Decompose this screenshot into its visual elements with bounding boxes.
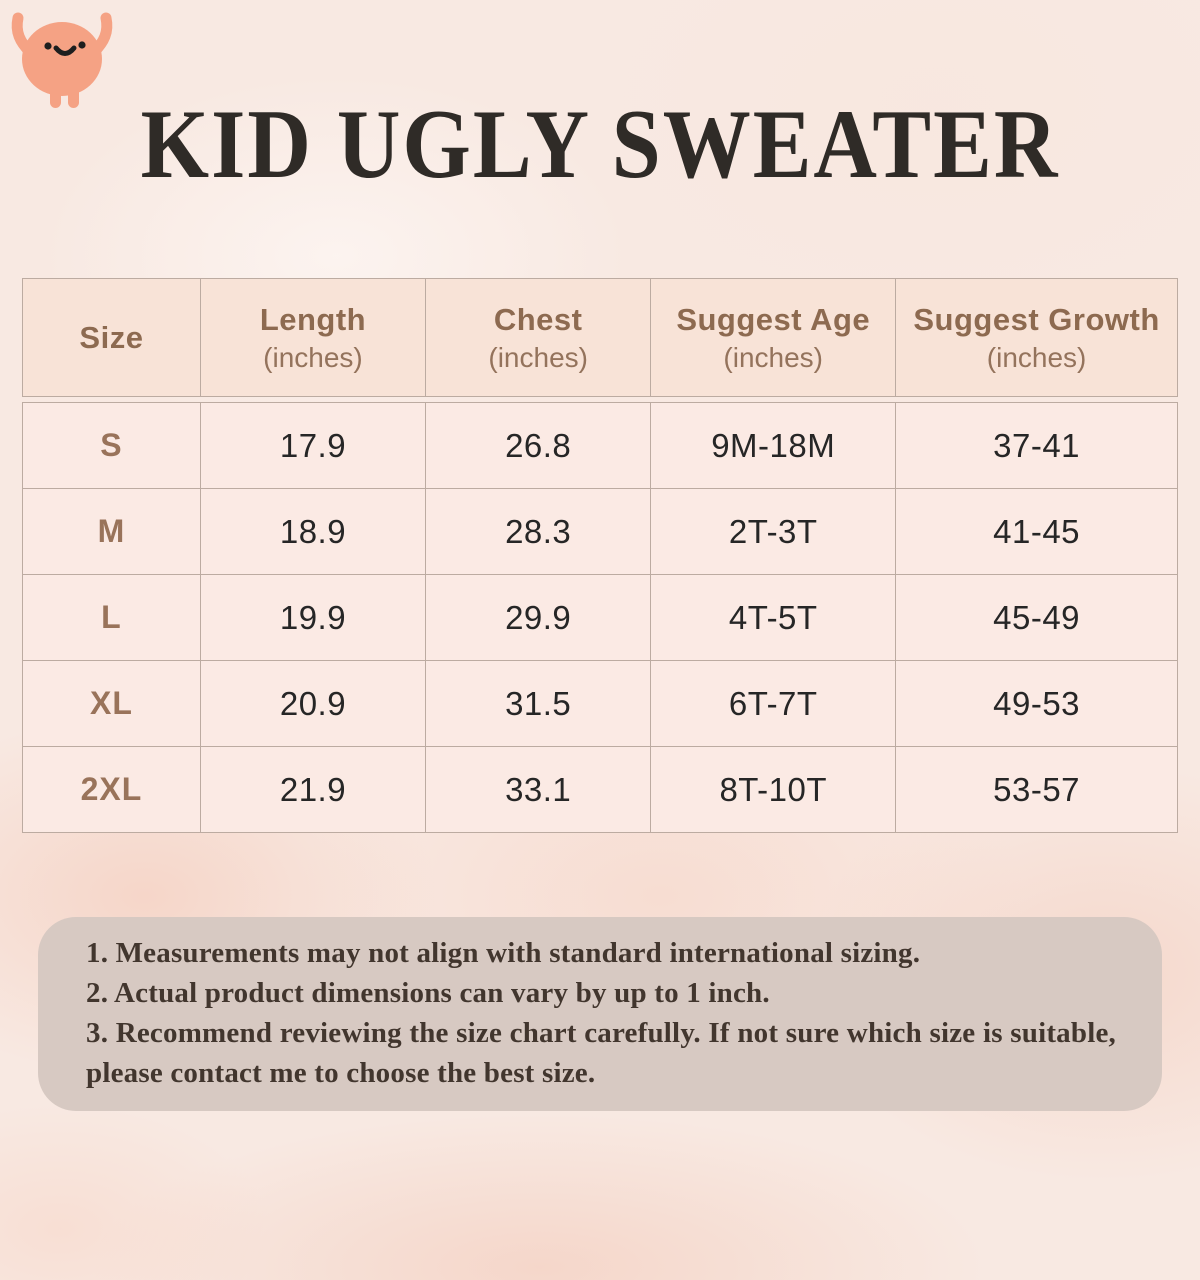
length-value: 20.9 xyxy=(279,684,347,722)
age-value: 4T-5T xyxy=(728,598,818,636)
note-2: 2. Actual product dimensions can vary by… xyxy=(86,977,770,1010)
column-header-length: Length (inches) xyxy=(199,278,427,397)
column-unit: (inches) xyxy=(723,341,824,373)
age-value: 8T-10T xyxy=(719,770,827,808)
chest-value: 29.9 xyxy=(505,598,572,636)
column-label: Suggest Age xyxy=(676,301,871,337)
table-row-xl: XL 20.9 31.5 6T-7T 49-53 xyxy=(22,660,1178,747)
age-value: 6T-7T xyxy=(728,684,818,722)
size-table: Size Length (inches) Chest (inches) Sugg… xyxy=(22,278,1178,833)
column-header-chest: Chest (inches) xyxy=(425,278,652,397)
sizing-notes-box: 1. Measurements may not align with stand… xyxy=(38,917,1162,1112)
chest-value: 26.8 xyxy=(505,426,572,464)
page-title: KID UGLY SWEATER xyxy=(140,90,1060,200)
column-unit: (inches) xyxy=(986,341,1087,373)
age-value: 9M-18M xyxy=(711,426,836,464)
column-label: Chest xyxy=(493,301,583,337)
size-value: XL xyxy=(89,685,133,721)
mascot-body xyxy=(22,22,102,96)
column-header-size: Size xyxy=(22,278,201,397)
column-label: Suggest Growth xyxy=(913,301,1160,337)
column-label: Length xyxy=(259,301,367,337)
chest-value: 28.3 xyxy=(505,512,572,550)
mascot-right-eye xyxy=(78,41,86,49)
length-value: 17.9 xyxy=(279,426,347,464)
note-3: 3. Recommend reviewing the size chart ca… xyxy=(86,1017,1116,1090)
column-unit: (inches) xyxy=(263,341,363,373)
column-label: Size xyxy=(79,319,144,355)
blob-mascot-icon xyxy=(11,12,113,108)
column-header-suggest-growth: Suggest Growth (inches) xyxy=(895,278,1178,397)
size-value: L xyxy=(101,599,122,635)
length-value: 19.9 xyxy=(279,598,347,636)
size-value: M xyxy=(97,513,126,549)
table-row-m: M 18.9 28.3 2T-3T 41-45 xyxy=(22,488,1178,575)
age-value: 2T-3T xyxy=(728,512,818,550)
note-1: 1. Measurements may not align with stand… xyxy=(86,937,921,969)
growth-value: 41-45 xyxy=(993,512,1081,550)
column-unit: (inches) xyxy=(488,341,588,373)
growth-value: 37-41 xyxy=(993,426,1081,464)
growth-value: 49-53 xyxy=(993,684,1081,722)
table-row-s: S 17.9 26.8 9M-18M 37-41 xyxy=(22,402,1178,489)
size-table-header: Size Length (inches) Chest (inches) Sugg… xyxy=(22,278,1178,397)
length-value: 21.9 xyxy=(279,770,347,808)
chest-value: 31.5 xyxy=(505,684,572,722)
mascot-left-eye xyxy=(44,42,52,50)
size-value: 2XL xyxy=(80,771,143,807)
header-row: Size Length (inches) Chest (inches) Sugg… xyxy=(22,278,1178,397)
growth-value: 45-49 xyxy=(993,598,1081,636)
size-table-body: S 17.9 26.8 9M-18M 37-41 M 18.9 28.3 2T-… xyxy=(22,402,1178,833)
table-row-l: L 19.9 29.9 4T-5T 45-49 xyxy=(22,574,1178,661)
mascot-smile xyxy=(53,45,77,56)
table-row-2xl: 2XL 21.9 33.1 8T-10T 53-57 xyxy=(22,746,1178,833)
size-value: S xyxy=(100,427,123,463)
chest-value: 33.1 xyxy=(505,770,572,808)
length-value: 18.9 xyxy=(279,512,347,550)
column-header-suggest-age: Suggest Age (inches) xyxy=(650,278,897,397)
growth-value: 53-57 xyxy=(993,770,1081,808)
